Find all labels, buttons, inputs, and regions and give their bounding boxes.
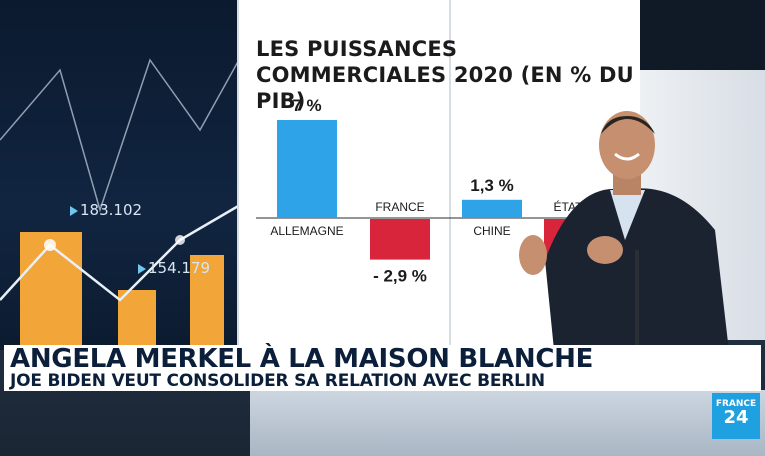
bar-0 (277, 120, 337, 218)
category-label-2: CHINE (473, 224, 510, 238)
value-label-2: 1,3 % (470, 176, 513, 195)
background-value-2: 154.179 (148, 259, 211, 277)
category-label-0: ALLEMAGNE (270, 224, 343, 238)
value-label-0: 7 % (292, 96, 321, 115)
news-banner (4, 345, 761, 391)
logo-line-2: 24 (723, 407, 749, 428)
logo-line-1: FRANCE (715, 399, 757, 409)
channel-logo: FRANCE 24 (712, 393, 760, 439)
presenter-figure (519, 111, 730, 360)
studio-desk (250, 390, 765, 456)
chart-title: LES PUISSANCES COMMERCIALES 2020 (EN % D… (256, 37, 634, 113)
bar-2 (462, 199, 522, 218)
background-screen (0, 0, 250, 350)
banner-subline: JOE BIDEN VEUT CONSOLIDER SA RELATION AV… (10, 371, 545, 391)
bar-1 (370, 219, 430, 260)
background-value-1: 183.102 (80, 201, 143, 219)
banner-headline: ANGELA MERKEL À LA MAISON BLANCHE (10, 344, 594, 374)
value-label-1: - 2,9 % (373, 267, 427, 286)
category-label-1: FRANCE (375, 200, 424, 214)
